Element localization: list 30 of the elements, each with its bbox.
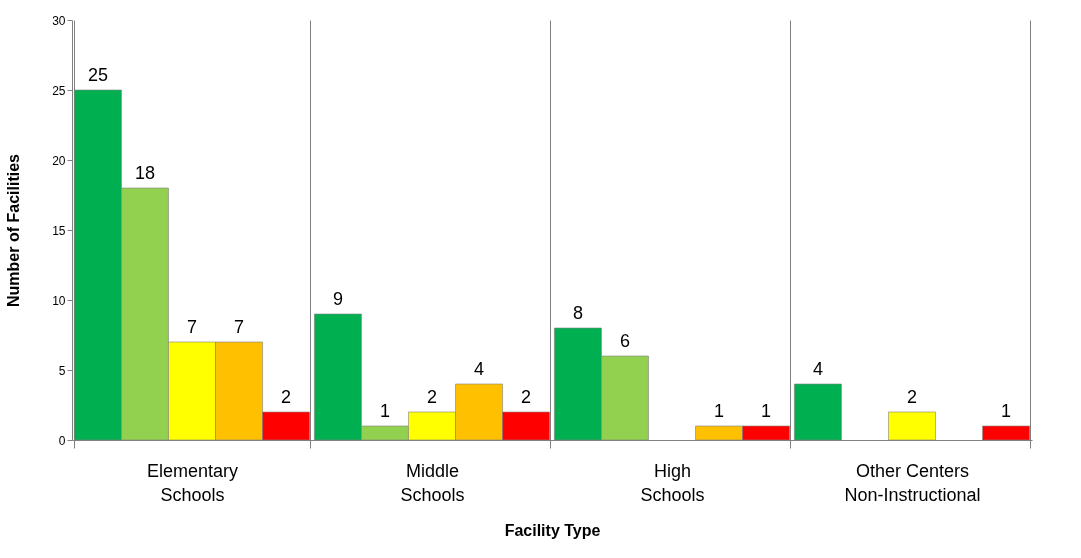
data-label: 2 xyxy=(281,387,292,407)
y-tick-label: 20 xyxy=(52,153,66,168)
data-label: 1 xyxy=(379,401,390,421)
y-axis-title: Number of Facilities xyxy=(5,153,23,307)
data-label: 2 xyxy=(521,387,532,407)
x-tick-label: Middle Schools xyxy=(400,460,465,505)
x-tick-label: Other Centers Non-Instructional xyxy=(844,460,981,505)
x-axis-title: Facility Type xyxy=(504,521,601,539)
data-label: 18 xyxy=(134,163,155,183)
data-label: 4 xyxy=(474,359,485,379)
data-label: 1 xyxy=(761,401,772,421)
y-tick-label: 5 xyxy=(58,363,66,378)
data-label: 8 xyxy=(572,303,583,323)
x-tick-label: High Schools xyxy=(640,460,705,505)
data-label: 9 xyxy=(332,289,343,309)
data-label: 7 xyxy=(234,317,245,337)
data-label: 4 xyxy=(812,359,823,379)
y-tick-label: 0 xyxy=(58,433,66,448)
data-label: 7 xyxy=(186,317,198,337)
x-tick-label: Elementary Schools xyxy=(146,460,239,505)
data-label: 1 xyxy=(1001,401,1012,421)
data-label: 6 xyxy=(619,331,630,351)
data-label: 2 xyxy=(426,387,438,407)
data-label: 2 xyxy=(906,387,918,407)
y-tick-label: 25 xyxy=(52,83,66,98)
data-label: 25 xyxy=(87,65,108,85)
y-tick-label: 30 xyxy=(52,13,66,28)
data-label: 1 xyxy=(714,401,725,421)
y-tick-label: 10 xyxy=(52,293,66,308)
y-tick-label: 15 xyxy=(52,223,66,238)
